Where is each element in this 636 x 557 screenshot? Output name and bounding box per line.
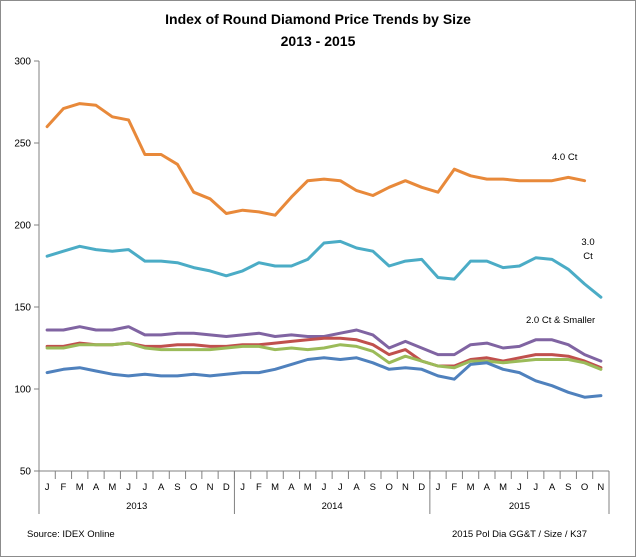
x-month-label: D (223, 482, 230, 493)
x-month-label: A (353, 482, 360, 493)
x-month-label: O (385, 482, 392, 493)
x-month-label: M (467, 482, 475, 493)
x-month-label: A (484, 482, 491, 493)
x-month-label: F (451, 482, 457, 493)
x-month-label: J (533, 482, 538, 493)
x-month-label: F (61, 482, 67, 493)
y-tick-label: 200 (14, 221, 31, 232)
x-month-label: D (418, 482, 425, 493)
x-month-label: J (45, 482, 50, 493)
x-month-label: A (288, 482, 295, 493)
y-tick-label: 100 (14, 385, 31, 396)
credit-note: 2015 Pol Dia GG&T / Size / K37 (452, 529, 588, 540)
source-note: Source: IDEX Online (27, 529, 115, 540)
chart-series (45, 102, 603, 399)
x-year-label: 2015 (509, 501, 530, 512)
x-month-label: J (517, 482, 522, 493)
series-annotation: 2.0 Ct & Smaller (526, 315, 595, 326)
x-month-label: M (304, 482, 312, 493)
x-month-label: S (370, 482, 376, 493)
x-month-label: M (108, 482, 116, 493)
series-line-6 (45, 356, 603, 399)
x-month-label: A (549, 482, 556, 493)
x-month-label: O (581, 482, 588, 493)
x-month-label: S (174, 482, 180, 493)
series-annotation: 4.0 Ct (552, 152, 578, 163)
series-line-3 (45, 325, 603, 363)
x-year-label: 2014 (322, 501, 343, 512)
x-month-label: J (240, 482, 245, 493)
x-month-label: J (126, 482, 131, 493)
series-line-2 (45, 239, 603, 299)
y-tick-label: 250 (14, 139, 31, 150)
x-month-label: S (565, 482, 571, 493)
chart-subtitle: 2013 - 2015 (280, 33, 356, 49)
chart-annotations: 4.0 Ct 3.0 Ct 2.0 Ct & Smaller (526, 152, 595, 326)
series-annotation: Ct (583, 251, 593, 262)
x-month-label: N (207, 482, 214, 493)
x-month-label: N (597, 482, 604, 493)
x-month-label: A (158, 482, 165, 493)
x-year-label: 2013 (126, 501, 147, 512)
x-month-label: M (499, 482, 507, 493)
y-tick-label: 50 (20, 467, 32, 478)
x-month-label: J (142, 482, 147, 493)
series-line-1 (45, 102, 587, 217)
x-month-label: O (190, 482, 197, 493)
chart-title: Index of Round Diamond Price Trends by S… (165, 11, 471, 27)
x-month-label: M (76, 482, 84, 493)
series-line-5 (45, 341, 603, 371)
x-month-label: J (338, 482, 343, 493)
y-tick-label: 150 (14, 303, 31, 314)
x-month-label: A (93, 482, 100, 493)
x-month-label: J (436, 482, 441, 493)
x-month-label: F (256, 482, 262, 493)
series-annotation: 3.0 (581, 237, 594, 248)
x-month-label: J (322, 482, 327, 493)
y-tick-label: 300 (14, 57, 31, 68)
x-month-label: M (271, 482, 279, 493)
x-month-label: N (402, 482, 409, 493)
